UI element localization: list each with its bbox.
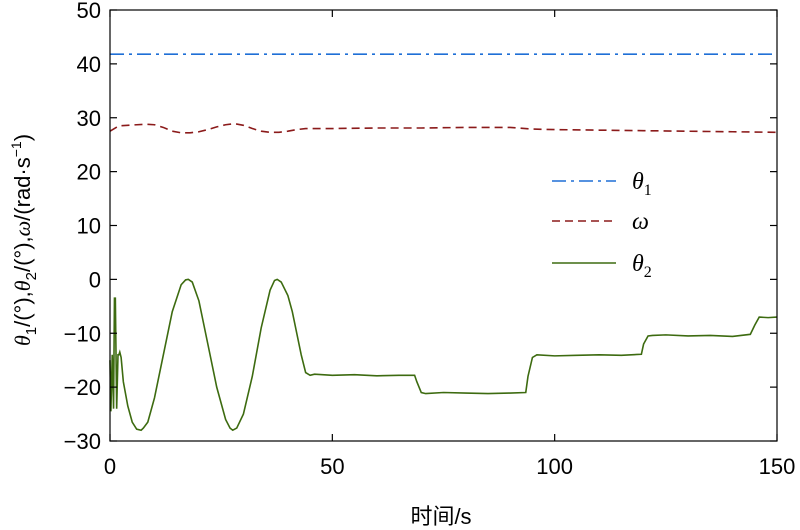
y-tick-label: 10 — [77, 214, 101, 239]
plot-layer — [109, 53, 778, 432]
y-label-theta1: θ — [10, 335, 35, 346]
y-tick-label: −10 — [64, 321, 101, 346]
y-label-unit: /(rad·s — [10, 157, 35, 221]
x-tick-label: 50 — [320, 454, 344, 479]
series-line-2 — [109, 278, 778, 432]
series-line-1 — [109, 122, 778, 134]
y-label-sub1: 1 — [23, 327, 40, 335]
y-label-exp: −1 — [8, 141, 24, 157]
y-label-close: ) — [10, 134, 35, 141]
y-label-deg2: /(°), — [10, 236, 35, 272]
legend-label-theta2: θ2 — [632, 251, 652, 281]
x-tick-label: 0 — [104, 454, 116, 479]
y-tick-label: 0 — [89, 267, 101, 292]
y-label-sub2: 2 — [23, 272, 40, 280]
legend-label-theta1: θ1 — [632, 169, 652, 199]
y-tick-label: −30 — [64, 429, 101, 454]
x-tick-label: 100 — [536, 454, 573, 479]
y-tick-label: 30 — [77, 106, 101, 131]
y-tick-label: 40 — [77, 52, 101, 77]
x-tick-label: 150 — [759, 454, 796, 479]
legend-label-omega: ω — [632, 209, 649, 235]
axis-ticks: 0 50 100 150 −30 −20 −10 0 10 20 30 40 50 — [64, 0, 796, 479]
x-axis-label: 时间/s — [410, 504, 471, 529]
y-tick-label: 20 — [77, 160, 101, 185]
y-label-deg1: /(°), — [10, 291, 35, 327]
y-label-theta2: θ — [10, 280, 35, 291]
legend: θ1 ω θ2 — [552, 169, 652, 281]
y-label-omega: ω — [10, 221, 35, 237]
y-tick-label: −20 — [64, 375, 101, 400]
y-axis-label: θ1/(°),θ2/(°),ω/(rad·s−1) — [8, 134, 40, 346]
axes-frame — [109, 9, 778, 442]
plot-frame — [109, 9, 778, 442]
y-tick-label: 50 — [77, 0, 101, 23]
